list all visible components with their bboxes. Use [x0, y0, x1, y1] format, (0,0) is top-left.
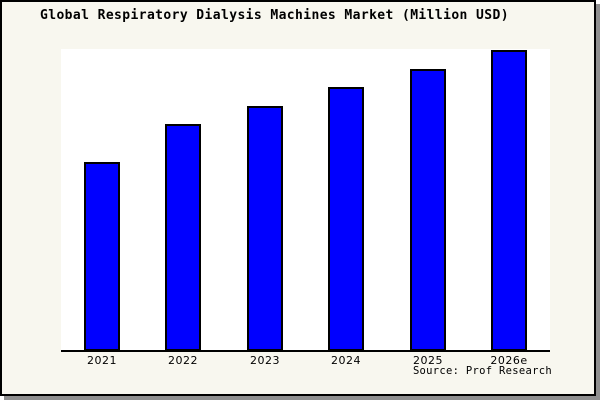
bar-2026e — [491, 50, 527, 351]
source-credit: Source: Prof Research — [412, 365, 552, 377]
x-tick-label-2024: 2024 — [331, 354, 361, 367]
bar-2023 — [247, 106, 283, 351]
bar-2021 — [84, 162, 120, 351]
x-tick-label-2026e: 2026e — [490, 354, 528, 367]
bar-2022 — [165, 124, 201, 351]
plot-area — [61, 49, 550, 351]
x-tick-label-2022: 2022 — [168, 354, 198, 367]
x-tick-label-2023: 2023 — [250, 354, 280, 367]
x-tick-label-2025: 2025 — [413, 354, 443, 367]
bar-2024 — [328, 87, 364, 351]
chart-title: Global Respiratory Dialysis Machines Mar… — [40, 8, 509, 23]
bar-2025 — [410, 69, 446, 351]
x-tick-label-2021: 2021 — [87, 354, 117, 367]
x-axis-line — [61, 350, 550, 352]
